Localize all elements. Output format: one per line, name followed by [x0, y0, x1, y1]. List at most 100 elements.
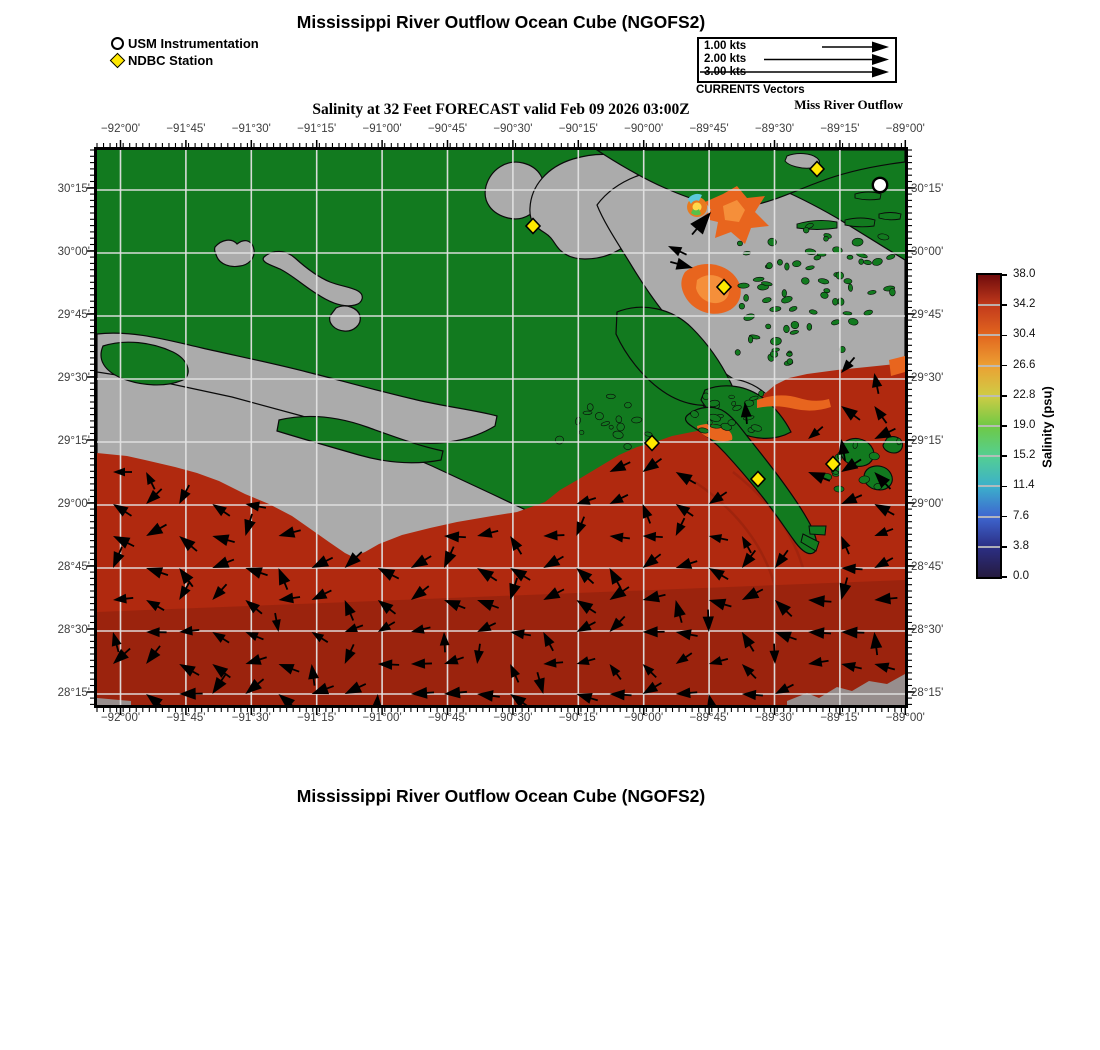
colorbar-gridline — [978, 545, 1000, 548]
marsh-island — [732, 405, 742, 411]
current-vector-arrow — [576, 495, 597, 505]
colorbar-gridline — [978, 485, 1000, 488]
current-vector-arrow — [212, 674, 227, 694]
current-vector-arrow — [576, 620, 596, 632]
current-vector-arrow — [245, 678, 265, 694]
colorbar-gridline — [978, 304, 1000, 307]
current-vector-arrow — [841, 356, 856, 373]
marsh-island — [832, 297, 839, 306]
marsh-island — [616, 422, 625, 432]
current-vector-arrow — [212, 664, 231, 679]
map-feature — [97, 698, 131, 705]
marsh-island — [781, 289, 787, 298]
current-vector-arrow — [609, 532, 630, 543]
current-vector-arrow — [477, 527, 499, 538]
current-vector-arrow — [509, 577, 521, 600]
lat-tick-label: 30°00' — [911, 246, 944, 258]
current-vector-arrow — [477, 600, 499, 612]
marsh-island — [863, 259, 872, 265]
lat-tick-label: 28°15' — [911, 687, 944, 699]
map-feature — [97, 580, 905, 705]
current-vector-arrow — [146, 645, 161, 664]
colorbar — [976, 273, 1002, 579]
marsh-island — [743, 294, 749, 302]
ndbc-station-marker — [643, 434, 661, 452]
current-vector-arrow — [775, 600, 793, 618]
current-vector-arrow — [344, 551, 363, 568]
lat-tick-label: 29°15' — [911, 435, 944, 447]
current-vector-arrow — [245, 600, 263, 615]
current-vector-arrow — [245, 501, 267, 512]
ndbc-station-marker — [715, 278, 733, 296]
colorbar-tick-label: 11.4 — [1013, 479, 1035, 492]
current-vector-arrow — [769, 643, 780, 664]
miss-river-outflow-annotation: Miss River Outflow — [794, 97, 903, 112]
current-vector-arrow — [609, 664, 622, 680]
map-feature — [694, 480, 777, 587]
lon-tick-label: −90°15' — [558, 123, 598, 135]
colorbar-title: Salinity (psu) — [1039, 386, 1055, 468]
current-vector-arrow — [278, 664, 300, 675]
current-vector-arrow — [674, 600, 686, 623]
marsh-island — [749, 395, 759, 401]
marsh-island — [743, 399, 755, 407]
map-feature — [688, 193, 702, 204]
current-vector-arrow — [344, 681, 367, 694]
marsh-island — [595, 412, 604, 421]
colorbar-tick — [1000, 485, 1007, 488]
current-vector-arrow — [179, 581, 191, 600]
marsh-island — [758, 390, 765, 397]
current-vector-arrow — [775, 549, 789, 568]
current-vector-arrow — [708, 534, 729, 544]
marsh-island — [803, 227, 810, 234]
lon-tick-label: −91°15' — [297, 712, 337, 724]
marsh-island — [790, 321, 800, 330]
current-vector-arrow — [741, 689, 763, 701]
vector-scale-arrow — [872, 66, 889, 78]
current-vector-arrow — [543, 632, 555, 652]
colorbar-tick-label: 7.6 — [1013, 509, 1029, 522]
current-vector-arrow — [675, 472, 697, 486]
vector-speed-label-2: 2.00 kts — [704, 53, 747, 65]
current-vector-arrow — [179, 536, 198, 552]
current-vector-arrow — [670, 257, 693, 270]
colorbar-tick — [1000, 274, 1007, 276]
current-vector-arrow — [444, 654, 464, 665]
marsh-island — [766, 262, 773, 270]
current-vector-arrow — [543, 658, 564, 668]
current-vector-arrow — [609, 459, 631, 472]
current-vector-arrow — [741, 664, 757, 679]
lat-tick-label: 28°15' — [57, 687, 90, 699]
current-vector-arrow — [410, 658, 432, 669]
current-vector-arrow — [410, 686, 435, 699]
ndbc-legend-label: NDBC Station — [128, 53, 214, 68]
marsh-island — [737, 282, 750, 289]
lon-tick-label: −89°30' — [754, 123, 795, 135]
lat-tick-label: 29°00' — [57, 498, 90, 510]
lat-tick-label: 28°30' — [57, 624, 90, 636]
marsh-island — [734, 349, 741, 356]
marsh-island — [781, 295, 793, 304]
colorbar-gridline — [978, 425, 1000, 427]
current-vector-arrow — [841, 661, 862, 672]
current-vector-arrow — [576, 568, 595, 585]
lon-tick-label: −91°45' — [166, 123, 206, 135]
marsh-island — [582, 410, 593, 415]
current-vector-arrow — [609, 689, 632, 701]
colorbar-tick — [1000, 515, 1007, 518]
map-feature — [889, 356, 905, 376]
current-vector-arrow — [543, 554, 564, 568]
current-vector-arrow — [344, 600, 356, 621]
current-vector-arrow — [576, 656, 596, 666]
colorbar-tick-label: 34.2 — [1013, 298, 1036, 311]
lon-tick-label: −90°00' — [624, 712, 664, 724]
ndbc-station-marker — [808, 160, 826, 178]
current-vector-arrow — [344, 643, 356, 664]
current-vector-arrow — [113, 504, 132, 517]
current-vector-arrow — [410, 554, 432, 568]
marsh-island — [858, 475, 870, 484]
current-vector-arrow — [444, 600, 466, 612]
vector-speed-label-1: 1.00 kts — [704, 40, 747, 52]
current-vector-arrow — [668, 246, 687, 257]
marsh-island — [877, 233, 890, 241]
